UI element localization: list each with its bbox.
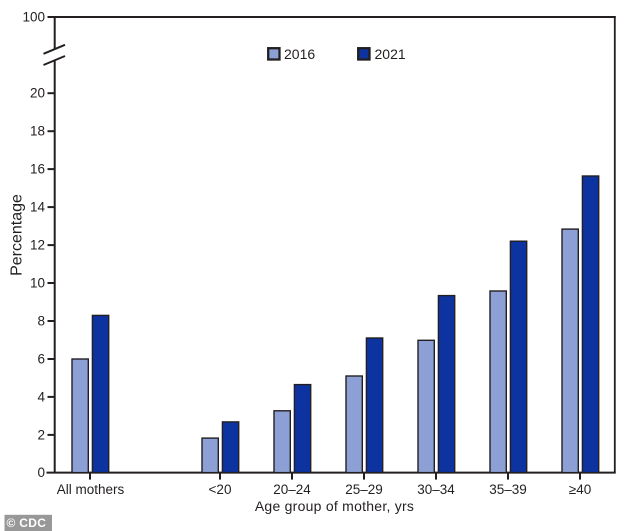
svg-text:35–39: 35–39 [489,482,527,497]
svg-text:4: 4 [37,389,45,404]
svg-text:20: 20 [30,86,45,101]
svg-text:20–24: 20–24 [273,482,311,497]
svg-text:<20: <20 [209,482,232,497]
svg-text:≥40: ≥40 [569,482,591,497]
svg-text:2: 2 [37,427,45,442]
svg-text:18: 18 [30,124,45,139]
svg-text:0: 0 [37,465,45,480]
svg-text:Percentage: Percentage [9,194,26,276]
svg-text:All mothers: All mothers [57,482,125,497]
svg-text:Age group of mother, yrs: Age group of mother, yrs [255,498,414,514]
svg-text:2016: 2016 [284,46,315,62]
svg-text:12: 12 [30,238,45,253]
svg-text:30–34: 30–34 [417,482,455,497]
svg-text:8: 8 [37,314,45,329]
svg-text:2021: 2021 [375,46,406,62]
svg-text:10: 10 [30,276,45,291]
svg-text:6: 6 [37,352,45,367]
svg-text:16: 16 [30,162,45,177]
svg-text:25–29: 25–29 [345,482,383,497]
svg-text:100: 100 [22,10,45,25]
svg-text:14: 14 [30,200,46,215]
svg-text:© CDC: © CDC [7,516,47,530]
